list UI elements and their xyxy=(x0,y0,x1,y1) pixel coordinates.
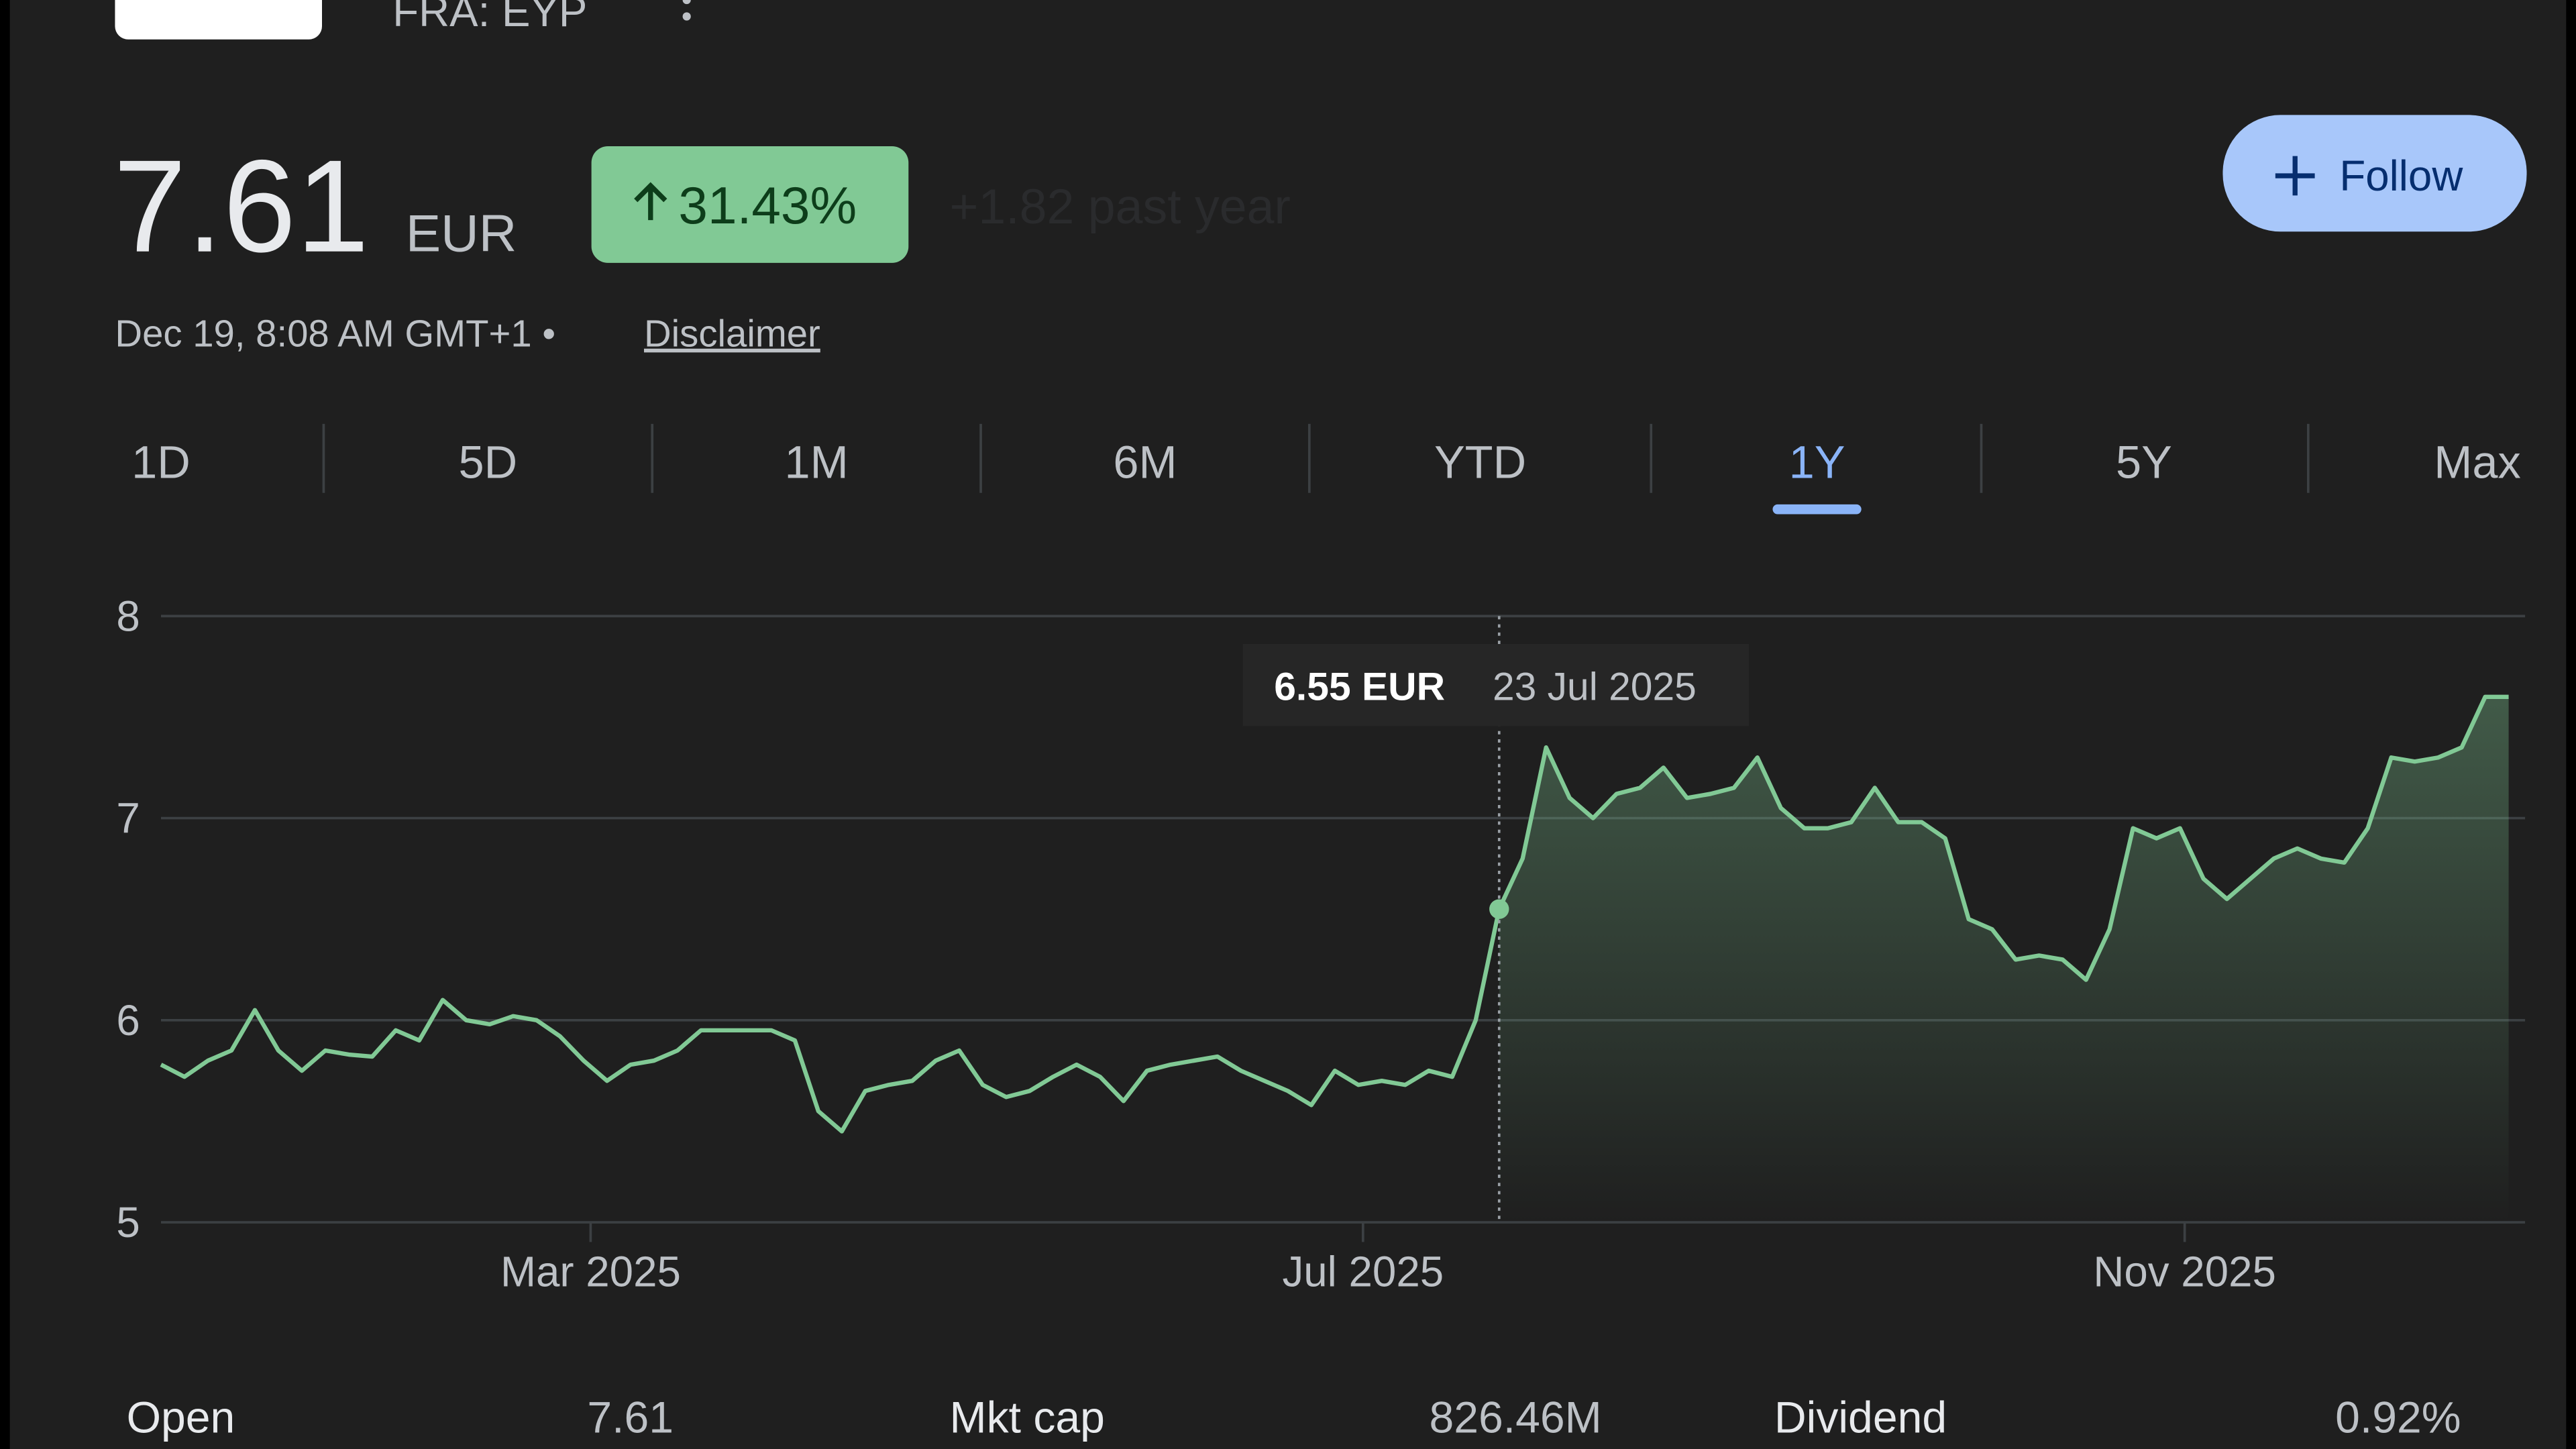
tab[interactable]: 1M xyxy=(785,437,849,488)
price: 7.61 xyxy=(113,133,369,280)
currency: EUR xyxy=(406,204,517,263)
disclaimer-link[interactable]: Disclaimer xyxy=(644,313,820,355)
stat-value: 0.92% xyxy=(2335,1393,2461,1443)
change-note: +1.82 past year xyxy=(950,178,1291,234)
stat-value: 7.61 xyxy=(587,1393,674,1443)
more-menu[interactable] xyxy=(682,0,691,21)
tooltip-date: 23 Jul 2025 xyxy=(1493,665,1697,708)
tab[interactable]: 5D xyxy=(459,437,518,488)
tooltip-value: 6.55 EUR xyxy=(1274,665,1445,708)
follow-label[interactable]: Follow xyxy=(2339,152,2463,200)
y-tick-label: 5 xyxy=(116,1199,140,1246)
stat-label: Open xyxy=(127,1393,235,1443)
range-tabs: 1D 5D 1M 6M YTD 1Y 5Y Max xyxy=(131,423,2521,515)
tab[interactable]: YTD xyxy=(1434,437,1526,488)
plus-icon[interactable] xyxy=(2275,156,2315,196)
tab[interactable]: 1D xyxy=(131,437,191,488)
x-tick-label: Mar 2025 xyxy=(500,1248,681,1296)
tab[interactable]: 6M xyxy=(1113,437,1177,488)
timestamp: Dec 19, 8:08 AM GMT+1 • xyxy=(115,313,555,355)
stats: Open 7.61 Mkt cap 826.46M Dividend 0.92% xyxy=(127,1393,2461,1443)
y-tick-label: 6 xyxy=(116,997,140,1044)
x-tick-label: Nov 2025 xyxy=(2093,1248,2276,1296)
chart: 5 6 7 8 Mar 2025 Jul 2025 Nov 2025 6.55 EUR 23 J… xyxy=(116,592,2526,1296)
up-arrow xyxy=(634,182,667,221)
tab[interactable]: 1Y xyxy=(1789,437,1845,488)
tab[interactable]: 5Y xyxy=(2116,437,2172,488)
tooltip xyxy=(1242,644,1750,727)
change-badge xyxy=(591,146,909,263)
follow-button[interactable]: Follow xyxy=(2222,115,2527,232)
logo xyxy=(115,0,322,40)
change: 31.43% xyxy=(678,176,857,235)
follow-bg[interactable] xyxy=(2222,115,2527,232)
ticker: FRA: EYP xyxy=(392,0,587,36)
stat-value: 826.46M xyxy=(1429,1393,1601,1443)
hover-point xyxy=(1489,899,1509,919)
tab-indicator xyxy=(1772,504,1862,515)
y-tick-label: 7 xyxy=(116,795,140,843)
y-tick-label: 8 xyxy=(116,592,140,640)
price-line xyxy=(160,694,2509,1134)
stat-label: Mkt cap xyxy=(950,1393,1105,1443)
stat-label: Dividend xyxy=(1774,1393,1947,1443)
tab[interactable]: Max xyxy=(2434,437,2521,488)
x-tick-label: Jul 2025 xyxy=(1282,1248,1444,1296)
area-fill xyxy=(1499,696,2509,1223)
